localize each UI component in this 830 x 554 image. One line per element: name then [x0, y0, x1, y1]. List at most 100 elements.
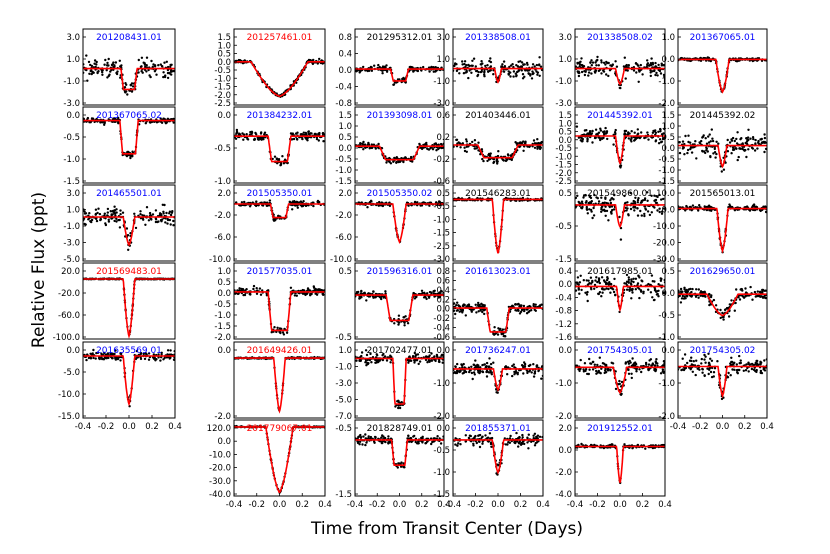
data-point — [600, 295, 603, 298]
data-point — [613, 131, 617, 134]
panel-frame — [82, 28, 176, 106]
data-point — [316, 200, 319, 204]
data-point — [516, 70, 519, 74]
data-point — [160, 353, 163, 356]
data-point — [638, 136, 641, 139]
data-point — [485, 369, 489, 373]
data-point — [653, 194, 656, 197]
data-point — [587, 201, 590, 205]
data-point — [587, 279, 590, 282]
data-point — [463, 62, 466, 66]
data-point — [530, 371, 533, 374]
data-point — [466, 304, 469, 307]
data-point — [322, 140, 325, 143]
data-point — [594, 279, 597, 282]
panel-data — [83, 54, 175, 96]
data-point — [301, 204, 305, 208]
data-point — [540, 377, 543, 380]
data-point — [166, 222, 169, 225]
data-point — [367, 141, 370, 145]
data-point — [312, 204, 315, 208]
data-point — [389, 361, 392, 364]
data-point — [403, 466, 406, 469]
data-point — [495, 472, 498, 475]
data-point — [636, 207, 639, 210]
data-point — [150, 59, 153, 63]
data-point — [627, 278, 631, 281]
data-point — [578, 71, 581, 75]
transit-model-line — [453, 307, 543, 333]
panel-column-2: 1.51.00.50.0-0.5-1.0-1.5-2.0-2.520125746… — [207, 28, 332, 510]
data-point — [504, 159, 508, 163]
data-point — [606, 277, 609, 280]
panel-column-3: 0.80.40.0-0.4-0.8201295312.011.51.00.50.… — [330, 28, 451, 510]
data-point — [636, 214, 640, 217]
data-point — [384, 440, 387, 444]
data-point — [438, 146, 441, 149]
data-point — [121, 211, 125, 214]
data-point — [474, 434, 477, 438]
y-tick-label: -1.0 — [433, 77, 450, 87]
panel-frame — [233, 106, 326, 184]
y-tick-label: -60.0 — [58, 311, 80, 321]
data-point — [461, 372, 464, 375]
data-point — [116, 356, 120, 360]
data-point — [660, 64, 663, 67]
data-point — [629, 138, 632, 142]
data-point — [83, 222, 86, 226]
data-point — [654, 140, 657, 143]
data-point — [485, 375, 489, 378]
data-point — [370, 361, 373, 364]
data-point — [471, 377, 474, 381]
y-tick-label: 0.5 — [436, 189, 450, 199]
panel-title: 201208431.01 — [96, 33, 162, 43]
data-point — [657, 283, 660, 286]
data-point — [483, 71, 486, 74]
data-point — [597, 200, 601, 203]
y-tick-label: 1.0 — [558, 55, 572, 65]
y-tick-label: 0.0 — [217, 111, 231, 121]
panel-data — [453, 138, 543, 165]
data-point — [578, 63, 582, 66]
data-point — [144, 122, 147, 125]
data-point — [125, 227, 129, 230]
data-point — [605, 287, 608, 290]
y-tick-label: 0.5 — [338, 133, 352, 143]
data-point — [523, 442, 526, 446]
data-point — [296, 206, 299, 209]
data-point — [522, 372, 525, 375]
data-point — [533, 65, 536, 68]
data-point — [597, 279, 601, 283]
data-point — [492, 332, 495, 336]
y-tick-label: 0.6 — [436, 276, 450, 286]
data-point — [597, 69, 601, 73]
data-point — [90, 220, 93, 224]
data-point — [591, 279, 594, 283]
data-point — [312, 58, 315, 62]
data-point — [301, 137, 304, 141]
data-point — [506, 373, 509, 376]
y-tick-label: 1.5 — [217, 33, 231, 43]
data-point — [536, 73, 539, 76]
data-point — [457, 442, 460, 445]
data-point — [483, 304, 486, 307]
data-point — [397, 160, 400, 164]
y-tick-label: 0.0 — [338, 66, 352, 76]
data-point — [643, 212, 646, 216]
data-point — [461, 311, 464, 314]
data-point — [509, 75, 512, 78]
data-point — [417, 442, 420, 445]
data-point — [359, 436, 363, 439]
data-point — [526, 371, 529, 375]
y-tick-label: -2.0 — [555, 169, 572, 179]
data-point — [481, 440, 484, 443]
panel-title: 201505350.02 — [367, 189, 433, 199]
data-point — [437, 143, 440, 146]
panel-title: 201338508.01 — [465, 33, 531, 43]
data-point — [415, 359, 419, 362]
